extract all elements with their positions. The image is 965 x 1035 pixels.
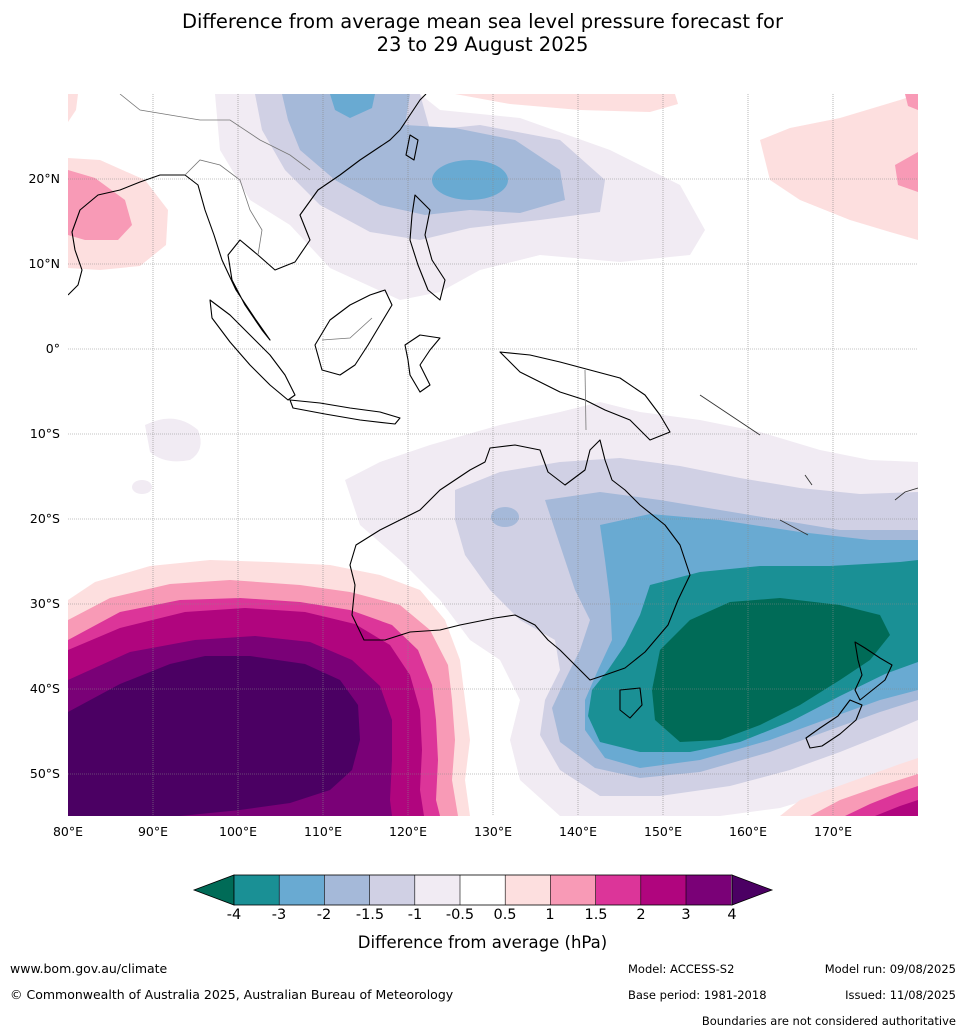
south-negative-anomaly bbox=[345, 402, 918, 816]
lat-label-10n: 10°N bbox=[28, 256, 60, 271]
lon-label-80e: 80°E bbox=[52, 824, 84, 839]
title-line-1: Difference from average mean sea level p… bbox=[182, 10, 783, 33]
colorbar-tick: 1 bbox=[545, 907, 555, 923]
footer-url-link[interactable]: www.bom.gov.au/climate bbox=[10, 961, 168, 976]
lon-label-160e: 160°E bbox=[728, 824, 768, 839]
colorbar-tick: 1.5 bbox=[584, 907, 608, 923]
colorbar-tick: -4 bbox=[226, 907, 242, 923]
footer-base-period: Base period: 1981-2018 bbox=[628, 988, 767, 1002]
footer-copyright: © Commonwealth of Australia 2025, Austra… bbox=[10, 987, 454, 1002]
colorbar-tick: 3 bbox=[681, 907, 691, 923]
colorbar-swatch bbox=[324, 875, 370, 905]
south-positive-anomaly bbox=[68, 560, 918, 816]
colorbar-swatch bbox=[686, 875, 732, 905]
colorbar-swatch bbox=[234, 875, 280, 905]
colorbar-min-arrow bbox=[192, 874, 235, 906]
colorbar-tick: -0.5 bbox=[445, 907, 475, 923]
footer-model-run: Model run: 09/08/2025 bbox=[824, 962, 956, 976]
colorbar-tick: 0.5 bbox=[493, 907, 517, 923]
colorbar-tick: 4 bbox=[727, 907, 737, 923]
north-positive-anomaly bbox=[68, 94, 918, 270]
title-line-2: 23 to 29 August 2025 bbox=[376, 33, 589, 56]
lat-label-20s: 20°S bbox=[29, 511, 60, 526]
lon-label-170e: 170°E bbox=[813, 824, 853, 839]
colorbar-swatch bbox=[279, 875, 325, 905]
footer-issued: Issued: 11/08/2025 bbox=[845, 988, 956, 1002]
map-area bbox=[68, 94, 918, 816]
pacific-islands bbox=[699, 394, 918, 536]
colorbar-swatch bbox=[595, 875, 641, 905]
colorbar-swatch bbox=[640, 875, 686, 905]
colorbar-swatch bbox=[414, 875, 460, 905]
colorbar-swatch bbox=[505, 875, 551, 905]
country-boundaries bbox=[119, 94, 587, 431]
lon-label-120e: 120°E bbox=[388, 824, 428, 839]
colorbar-tick: -1.5 bbox=[355, 907, 385, 923]
lon-label-100e: 100°E bbox=[218, 824, 258, 839]
colorbar-tick: -1 bbox=[407, 907, 423, 923]
lon-label-90e: 90°E bbox=[137, 824, 169, 839]
lat-label-20n: 20°N bbox=[28, 171, 60, 186]
colorbar-swatch bbox=[550, 875, 596, 905]
lat-label-10s: 10°S bbox=[29, 426, 60, 441]
colorbar-frame bbox=[233, 874, 733, 906]
colorbar-max-arrow bbox=[731, 874, 774, 906]
lon-label-110e: 110°E bbox=[303, 824, 343, 839]
footer-model: Model: ACCESS-S2 bbox=[628, 962, 735, 976]
colorbar-swatch bbox=[460, 875, 506, 905]
colorbar-tick: -3 bbox=[271, 907, 287, 923]
lon-label-150e: 150°E bbox=[643, 824, 683, 839]
lat-label-30s: 30°S bbox=[29, 596, 60, 611]
lon-label-130e: 130°E bbox=[473, 824, 513, 839]
lat-label-50s: 50°S bbox=[29, 766, 60, 781]
colorbar-tick: 2 bbox=[636, 907, 646, 923]
lat-label-40s: 40°S bbox=[29, 681, 60, 696]
colorbar-swatch bbox=[369, 875, 415, 905]
colorbar-tick: -2 bbox=[316, 907, 332, 923]
coastlines bbox=[68, 94, 893, 749]
map-title: Difference from average mean sea level p… bbox=[0, 10, 965, 56]
lat-label-0: 0° bbox=[45, 341, 60, 356]
colorbar-label: Difference from average (hPa) bbox=[357, 933, 608, 952]
colorbar bbox=[192, 874, 774, 906]
lon-label-140e: 140°E bbox=[558, 824, 598, 839]
footer-disclaimer: Boundaries are not considered authoritat… bbox=[701, 1014, 956, 1028]
north-negative-anomaly bbox=[132, 94, 705, 494]
gridlines bbox=[68, 94, 918, 816]
